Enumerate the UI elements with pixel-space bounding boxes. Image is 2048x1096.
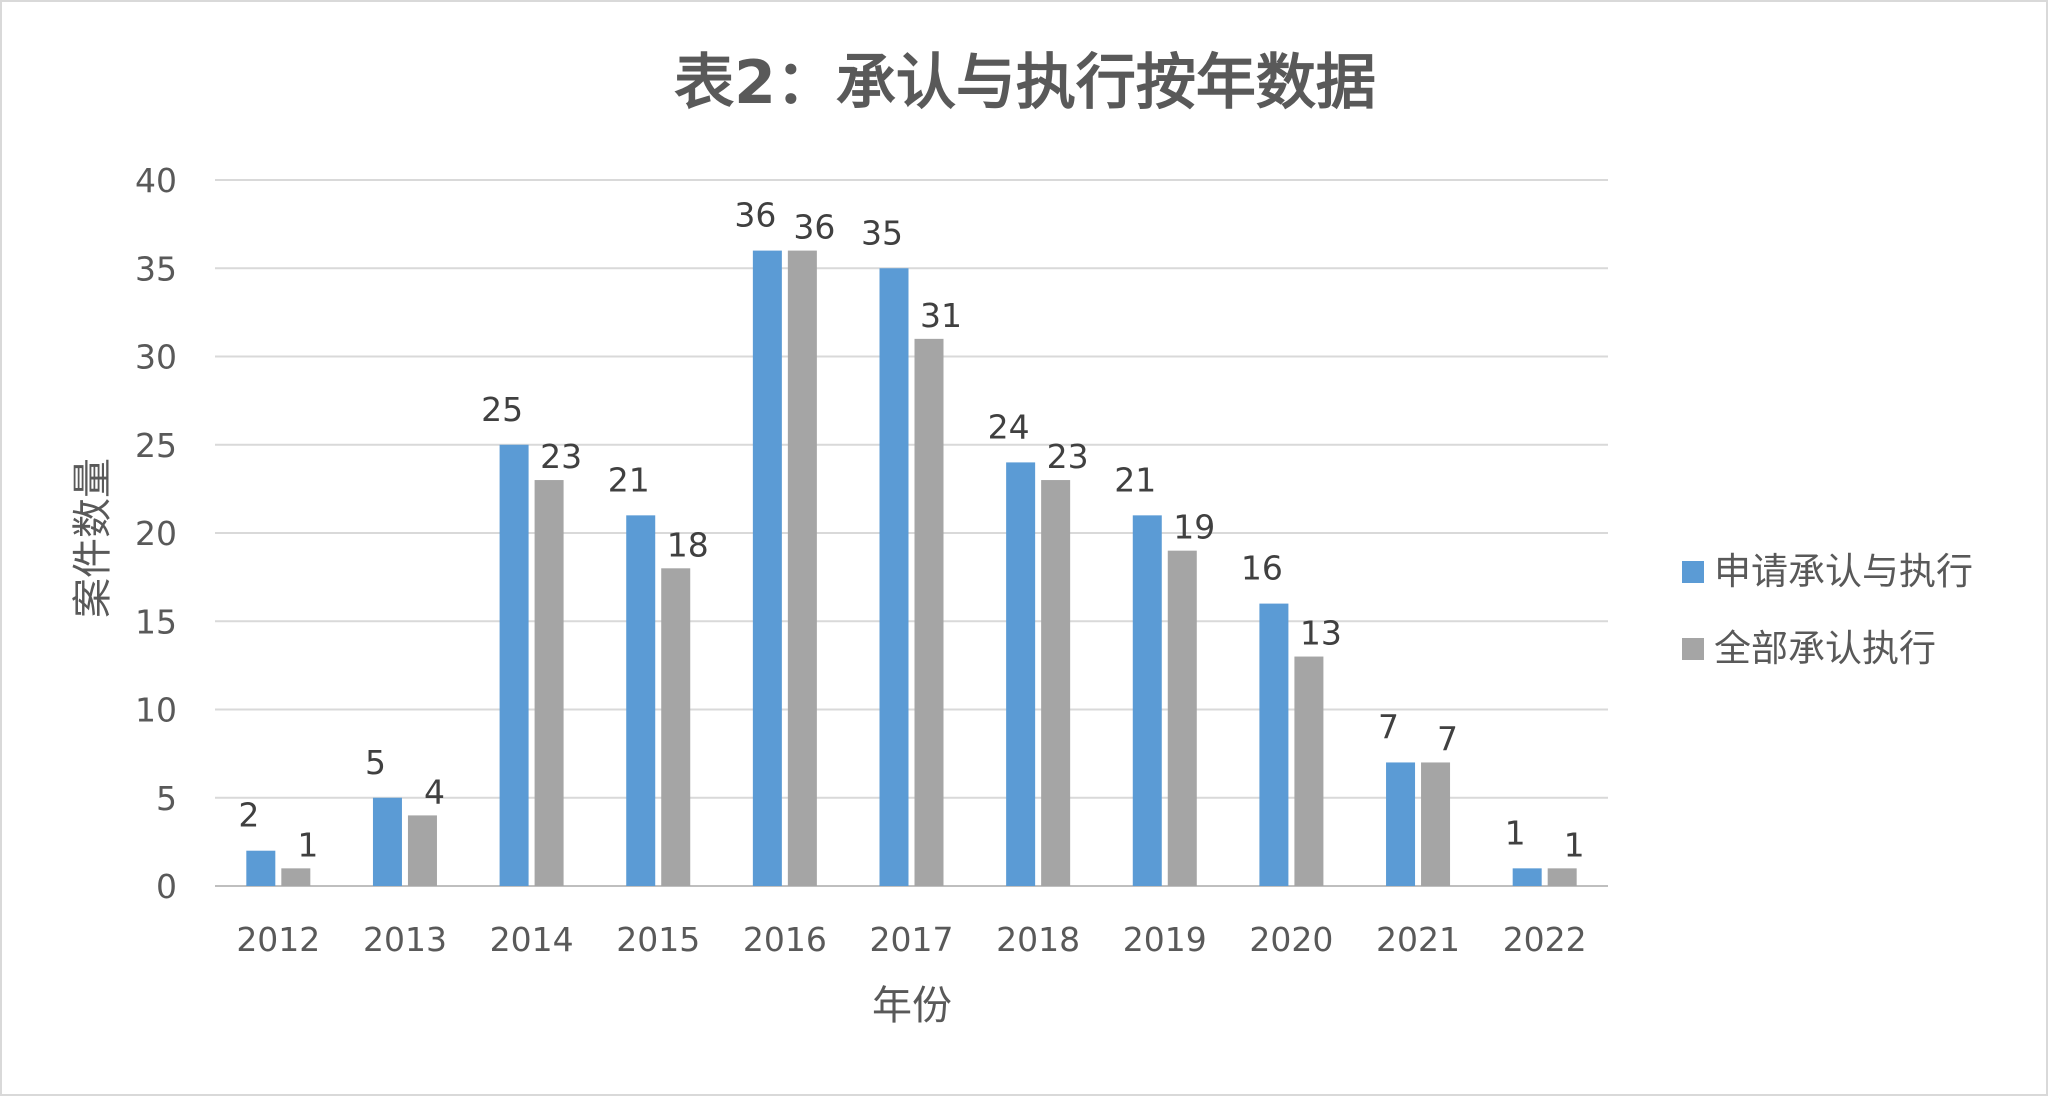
- data-label: 31: [920, 296, 962, 335]
- data-label: 1: [297, 825, 318, 864]
- x-axis-tick-labels: 2012 2013 2014 2015 2016 2017 2018 2019 2020 2021…: [236, 920, 1586, 959]
- y-tick-label: 40: [135, 161, 177, 200]
- bar-recognized: [1167, 550, 1197, 886]
- data-label: 1: [1564, 825, 1585, 864]
- bar-recognized: [1294, 656, 1324, 886]
- x-tick-label: 2019: [1123, 920, 1207, 959]
- bar-recognized: [661, 568, 691, 886]
- data-label: 19: [1173, 508, 1215, 547]
- data-label: 35: [861, 213, 903, 252]
- bar-recognized: [787, 250, 817, 887]
- bar-recognized: [914, 338, 944, 887]
- legend-label: 全部承认执行: [1714, 627, 1936, 670]
- data-label: 18: [667, 525, 709, 564]
- bar-recognized: [1547, 868, 1577, 886]
- chart-title: 表2：承认与执行按年数据: [674, 48, 1376, 118]
- y-axis-tick-labels: 0 5 10 15 20 25 30 35 40: [135, 161, 177, 906]
- data-label: 1: [1505, 813, 1526, 852]
- y-tick-label: 25: [135, 426, 177, 465]
- x-tick-label: 2022: [1503, 920, 1587, 959]
- data-label: 36: [734, 196, 776, 235]
- y-tick-label: 20: [135, 514, 177, 553]
- data-label: 24: [988, 407, 1030, 446]
- bar-applied: [626, 515, 656, 886]
- data-label: 2: [238, 796, 259, 835]
- bar-applied: [1259, 603, 1289, 886]
- y-tick-label: 0: [156, 867, 177, 906]
- x-tick-label: 2015: [616, 920, 700, 959]
- bar-applied: [1006, 462, 1036, 886]
- bar-recognized: [1421, 762, 1451, 886]
- bar-applied: [752, 250, 782, 887]
- x-tick-label: 2016: [743, 920, 827, 959]
- legend-swatch: [1682, 638, 1704, 660]
- x-tick-label: 2012: [236, 920, 320, 959]
- y-tick-label: 5: [156, 779, 177, 818]
- bar-recognized: [281, 868, 311, 886]
- y-axis-title: 案件数量: [70, 458, 116, 618]
- data-label: 13: [1300, 614, 1342, 653]
- x-tick-label: 2020: [1249, 920, 1333, 959]
- y-tick-label: 10: [135, 691, 177, 730]
- bar-applied: [246, 850, 276, 886]
- data-label: 21: [608, 460, 650, 499]
- legend-swatch: [1682, 561, 1704, 583]
- bar-applied: [1386, 762, 1416, 886]
- bar-recognized: [1041, 480, 1071, 886]
- x-tick-label: 2018: [996, 920, 1080, 959]
- bar-recognized: [534, 480, 564, 886]
- data-label: 36: [793, 208, 835, 247]
- x-axis-title: 年份: [872, 983, 952, 1029]
- data-label: 5: [365, 743, 386, 782]
- y-tick-label: 15: [135, 602, 177, 641]
- bar-applied: [879, 268, 909, 886]
- x-tick-label: 2013: [363, 920, 447, 959]
- bar-applied: [499, 444, 529, 886]
- bar-recognized: [407, 815, 437, 886]
- data-label: 7: [1437, 719, 1458, 758]
- x-tick-label: 2021: [1376, 920, 1460, 959]
- bar-applied: [1512, 868, 1542, 886]
- gridlines: [215, 179, 1608, 887]
- bars: [246, 250, 1577, 887]
- data-label: 16: [1241, 549, 1283, 588]
- x-tick-label: 2017: [870, 920, 954, 959]
- data-label: 7: [1378, 707, 1399, 746]
- x-tick-label: 2014: [490, 920, 574, 959]
- data-label: 4: [424, 772, 445, 811]
- bar-applied: [372, 797, 402, 886]
- y-tick-label: 35: [135, 249, 177, 288]
- data-label: 25: [481, 390, 523, 429]
- bar-applied: [1132, 515, 1162, 886]
- data-label: 23: [1047, 437, 1089, 476]
- data-label: 21: [1114, 460, 1156, 499]
- data-label: 23: [540, 437, 582, 476]
- y-tick-label: 30: [135, 338, 177, 377]
- legend-label: 申请承认与执行: [1714, 550, 1973, 593]
